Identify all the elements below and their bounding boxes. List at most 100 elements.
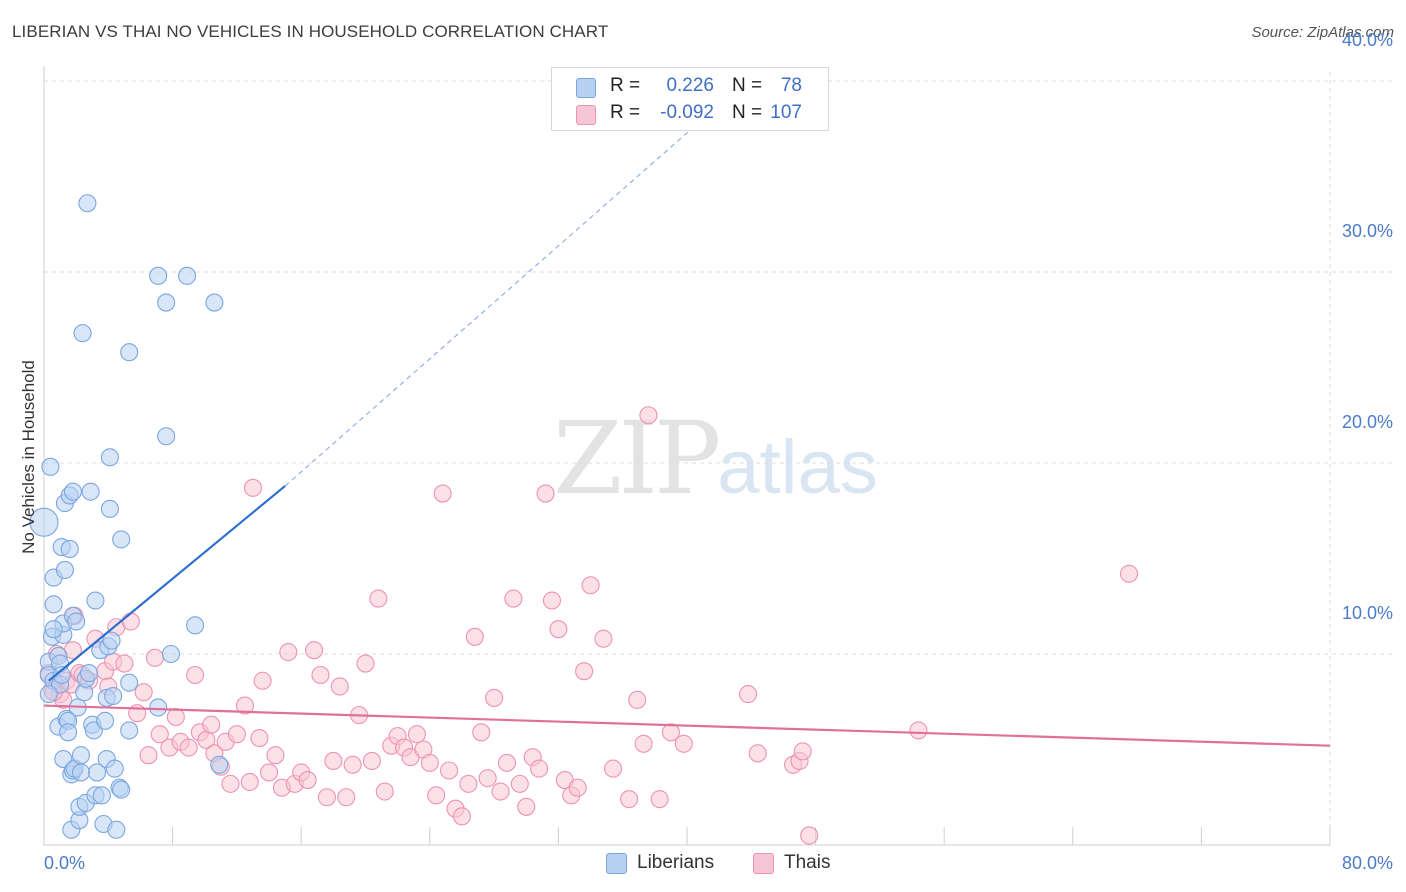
liberian-point [79, 664, 99, 683]
liberian-point [81, 482, 100, 501]
thai-point [337, 788, 356, 807]
thai-point [240, 772, 259, 792]
thai-point [549, 620, 568, 639]
liberian-point [112, 780, 131, 799]
thai-point [674, 734, 693, 753]
legend-r-label: R = [610, 75, 641, 96]
thai-point [279, 643, 298, 662]
thai-point [628, 690, 647, 709]
liberian-point [96, 711, 115, 730]
thai-point [1120, 564, 1139, 583]
liberian-point [210, 755, 229, 774]
thais-trend-line [43, 704, 1331, 747]
legend-r-value: 0.226 [666, 75, 714, 96]
liberian-point [44, 620, 63, 639]
thai-point [115, 654, 134, 673]
thai-point [266, 746, 285, 765]
liberian-point [157, 427, 176, 446]
thai-point [121, 612, 140, 631]
thai-point [375, 782, 394, 801]
thai-point [661, 723, 680, 742]
liberian-point [78, 194, 97, 213]
liberian-point [59, 723, 78, 742]
thai-point [305, 641, 324, 660]
legend-row-thais: R = -0.092 N = 107 [552, 101, 828, 127]
thai-point [343, 755, 362, 774]
liberian-point [41, 457, 60, 476]
thai-point [634, 734, 653, 753]
thai-point [739, 685, 758, 704]
liberian-point [71, 763, 91, 782]
legend-swatch-pink [576, 105, 596, 125]
thai-point [800, 826, 819, 845]
legend-n-label: N = [732, 75, 763, 96]
legend-r-value: -0.092 [660, 102, 714, 123]
liberian-point [104, 686, 123, 706]
thai-point [227, 725, 246, 744]
liberian-point [86, 591, 105, 610]
series-legend-label: Thais [784, 852, 831, 873]
watermark: ZIPatlas [553, 400, 878, 517]
thai-point [639, 406, 658, 425]
thai-point [221, 774, 240, 793]
thai-point [478, 769, 497, 788]
chart-title: LIBERIAN VS THAI NO VEHICLES IN HOUSEHOL… [12, 22, 609, 41]
y-tick-label: 30.0% [1342, 221, 1393, 241]
y-tick-label: 40.0% [1342, 30, 1393, 50]
thai-point [542, 591, 562, 610]
thai-point [568, 778, 587, 797]
liberian-point [102, 631, 121, 650]
legend-n-label: N = [732, 102, 763, 123]
thai-point [581, 576, 600, 595]
liberian-point [63, 482, 82, 501]
thai-point [440, 761, 459, 780]
x-tick-label: 0.0% [44, 853, 85, 873]
thai-point [452, 807, 472, 826]
liberian-point [100, 448, 119, 467]
thai-point [356, 654, 375, 673]
thai-point [427, 786, 446, 805]
trend-lines [43, 90, 1331, 747]
liberian-point [71, 746, 91, 765]
thai-point [253, 671, 272, 690]
thai-point [485, 688, 504, 707]
thai-point [324, 751, 343, 771]
thai-point [235, 696, 254, 715]
thai-point [491, 782, 510, 801]
liberian-point [100, 499, 119, 518]
legend-swatch-blue [606, 853, 627, 874]
thai-point [250, 728, 269, 748]
thai-point [459, 774, 478, 793]
thai-point [433, 484, 452, 503]
liberian-point [67, 612, 86, 631]
series-legend: Liberians Thais [0, 852, 1406, 878]
liberian-point [52, 665, 71, 685]
thai-point [530, 759, 549, 778]
thai-point [472, 723, 491, 742]
liberian-point [149, 266, 168, 285]
liberian-point [157, 293, 176, 312]
thai-point [536, 484, 555, 503]
legend-row-liberians: R = 0.226 N = 78 [552, 74, 828, 100]
liberian-point [178, 266, 197, 285]
thai-point [202, 715, 221, 734]
watermark-zip: ZIP [553, 400, 721, 517]
thai-point [407, 725, 426, 744]
thai-point [145, 648, 164, 667]
liberians-trend-extension [284, 90, 736, 487]
y-tick-label: 10.0% [1342, 603, 1393, 623]
thai-point [317, 788, 336, 807]
liberian-point [87, 763, 107, 782]
x-tick-label: 80.0% [1342, 853, 1393, 873]
thai-point [465, 627, 484, 646]
thai-point [166, 707, 185, 727]
liberians-trend-line [48, 485, 286, 682]
thai-point [748, 744, 767, 763]
thai-point [330, 677, 349, 696]
legend-swatch-pink [753, 853, 774, 874]
thai-point [510, 774, 529, 793]
thai-point [186, 665, 205, 685]
thai-point [150, 725, 169, 744]
thai-point [134, 683, 153, 702]
